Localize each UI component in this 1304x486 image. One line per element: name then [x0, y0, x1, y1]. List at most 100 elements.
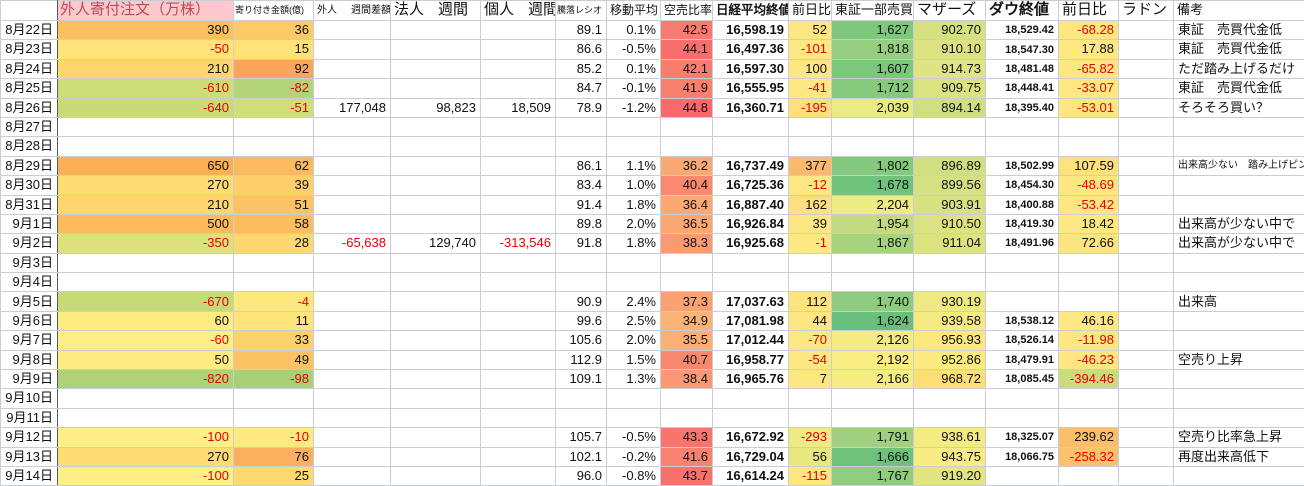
cell-dow-close[interactable]: 18,479.91: [985, 349, 1059, 371]
cell-corporate-weekly[interactable]: [390, 388, 481, 409]
cell-radon[interactable]: [1118, 175, 1174, 196]
cell-mothers[interactable]: 909.75: [913, 78, 986, 99]
date-cell[interactable]: 8月29日: [0, 155, 58, 177]
header-mothers[interactable]: マザーズ: [913, 0, 986, 21]
cell-note[interactable]: そろそろ買い？: [1173, 97, 1304, 118]
cell-note[interactable]: [1173, 252, 1304, 274]
cell-tse-volume[interactable]: [831, 136, 914, 157]
cell-moving-average[interactable]: 1.8%: [606, 194, 661, 215]
cell-note[interactable]: [1173, 175, 1304, 196]
cell-moving-average[interactable]: 1.8%: [606, 233, 661, 254]
cell-opening-amount[interactable]: 11: [233, 310, 314, 332]
date-cell[interactable]: 9月7日: [0, 330, 58, 351]
cell-corporate-weekly[interactable]: [390, 194, 481, 215]
cell-note[interactable]: ただ踏み上げるだけ: [1173, 58, 1304, 80]
cell-mothers[interactable]: 910.50: [913, 213, 986, 235]
cell-moving-average[interactable]: 0.1%: [606, 58, 661, 80]
cell-note[interactable]: [1173, 388, 1304, 409]
cell-foreign-weekly-diff[interactable]: [313, 272, 391, 293]
cell-nikkei-close[interactable]: 17,081.98: [712, 310, 789, 332]
cell-mothers[interactable]: 903.91: [913, 194, 986, 215]
cell-opening-amount[interactable]: 62: [233, 155, 314, 177]
cell-dow-change[interactable]: [1058, 116, 1119, 138]
cell-foreign-weekly-diff[interactable]: [313, 252, 391, 274]
cell-dow-close[interactable]: [985, 465, 1059, 486]
cell-advance-decline-ratio[interactable]: [555, 116, 607, 138]
cell-foreign-weekly-diff[interactable]: [313, 446, 391, 467]
cell-foreign-orders[interactable]: 210: [57, 58, 234, 80]
cell-mothers[interactable]: [913, 272, 986, 293]
cell-dow-change[interactable]: -33.07: [1058, 78, 1119, 99]
cell-short-ratio[interactable]: 34.9: [660, 310, 713, 332]
cell-nikkei-close[interactable]: 16,598.19: [712, 19, 789, 41]
cell-nikkei-close[interactable]: 16,497.36: [712, 39, 789, 60]
cell-corporate-weekly[interactable]: 98,823: [390, 97, 481, 118]
cell-dow-close[interactable]: 18,529.42: [985, 19, 1059, 41]
cell-dow-change[interactable]: -65.82: [1058, 58, 1119, 80]
cell-nikkei-close[interactable]: 16,737.49: [712, 155, 789, 177]
cell-foreign-weekly-diff[interactable]: [313, 349, 391, 371]
cell-nikkei-close[interactable]: 16,729.04: [712, 446, 789, 467]
cell-advance-decline-ratio[interactable]: 109.1: [555, 369, 607, 390]
cell-nikkei-change[interactable]: -1: [788, 233, 832, 254]
cell-dow-close[interactable]: [985, 116, 1059, 138]
cell-opening-amount[interactable]: 15: [233, 39, 314, 60]
cell-dow-close[interactable]: 18,526.14: [985, 330, 1059, 351]
cell-individual-weekly[interactable]: [480, 213, 556, 235]
cell-radon[interactable]: [1118, 369, 1174, 390]
cell-tse-volume[interactable]: 1,666: [831, 446, 914, 467]
cell-advance-decline-ratio[interactable]: 91.8: [555, 233, 607, 254]
cell-mothers[interactable]: [913, 407, 986, 429]
cell-advance-decline-ratio[interactable]: 85.2: [555, 58, 607, 80]
cell-short-ratio[interactable]: 40.4: [660, 175, 713, 196]
cell-opening-amount[interactable]: 58: [233, 213, 314, 235]
cell-corporate-weekly[interactable]: [390, 155, 481, 177]
cell-dow-close[interactable]: 18,547.30: [985, 39, 1059, 60]
cell-opening-amount[interactable]: 76: [233, 446, 314, 467]
cell-opening-amount[interactable]: 25: [233, 465, 314, 486]
date-cell[interactable]: 8月22日: [0, 19, 58, 41]
cell-mothers[interactable]: 910.10: [913, 39, 986, 60]
cell-short-ratio[interactable]: [660, 136, 713, 157]
cell-short-ratio[interactable]: [660, 252, 713, 274]
cell-note[interactable]: 空売り上昇: [1173, 349, 1304, 371]
cell-opening-amount[interactable]: [233, 407, 314, 429]
cell-dow-change[interactable]: -48.69: [1058, 175, 1119, 196]
cell-nikkei-close[interactable]: 16,958.77: [712, 349, 789, 371]
cell-foreign-orders[interactable]: 390: [57, 19, 234, 41]
cell-radon[interactable]: [1118, 116, 1174, 138]
cell-short-ratio[interactable]: 36.4: [660, 194, 713, 215]
cell-individual-weekly[interactable]: [480, 155, 556, 177]
cell-foreign-weekly-diff[interactable]: [313, 58, 391, 80]
cell-mothers[interactable]: [913, 116, 986, 138]
cell-foreign-weekly-diff[interactable]: [313, 427, 391, 448]
header-foreign-weekly-diff[interactable]: 外人 週間差額: [313, 0, 391, 21]
cell-radon[interactable]: [1118, 136, 1174, 157]
cell-opening-amount[interactable]: 28: [233, 233, 314, 254]
cell-moving-average[interactable]: [606, 136, 661, 157]
cell-dow-change[interactable]: -68.28: [1058, 19, 1119, 41]
cell-mothers[interactable]: 968.72: [913, 369, 986, 390]
date-cell[interactable]: 9月8日: [0, 349, 58, 371]
cell-dow-close[interactable]: 18,066.75: [985, 446, 1059, 467]
cell-moving-average[interactable]: [606, 272, 661, 293]
cell-foreign-orders[interactable]: 210: [57, 194, 234, 215]
cell-foreign-orders[interactable]: 60: [57, 310, 234, 332]
cell-tse-volume[interactable]: 1,607: [831, 58, 914, 80]
cell-note[interactable]: [1173, 330, 1304, 351]
cell-advance-decline-ratio[interactable]: 89.1: [555, 19, 607, 41]
cell-tse-volume[interactable]: 1,954: [831, 213, 914, 235]
cell-tse-volume[interactable]: [831, 272, 914, 293]
cell-dow-close[interactable]: 18,538.12: [985, 310, 1059, 332]
cell-advance-decline-ratio[interactable]: [555, 272, 607, 293]
cell-note[interactable]: 出来高が少ない中で: [1173, 233, 1304, 254]
cell-individual-weekly[interactable]: 18,509: [480, 97, 556, 118]
cell-nikkei-close[interactable]: [712, 252, 789, 274]
cell-tse-volume[interactable]: 2,192: [831, 349, 914, 371]
cell-radon[interactable]: [1118, 233, 1174, 254]
cell-mothers[interactable]: 902.70: [913, 19, 986, 41]
cell-short-ratio[interactable]: 42.1: [660, 58, 713, 80]
cell-note[interactable]: 出来高: [1173, 291, 1304, 312]
cell-radon[interactable]: [1118, 252, 1174, 274]
cell-note[interactable]: 空売り比率急上昇: [1173, 427, 1304, 448]
